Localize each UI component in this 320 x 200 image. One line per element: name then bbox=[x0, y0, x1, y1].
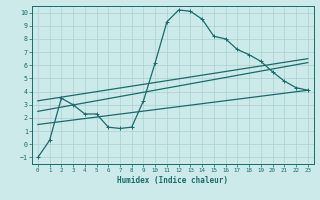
X-axis label: Humidex (Indice chaleur): Humidex (Indice chaleur) bbox=[117, 176, 228, 185]
